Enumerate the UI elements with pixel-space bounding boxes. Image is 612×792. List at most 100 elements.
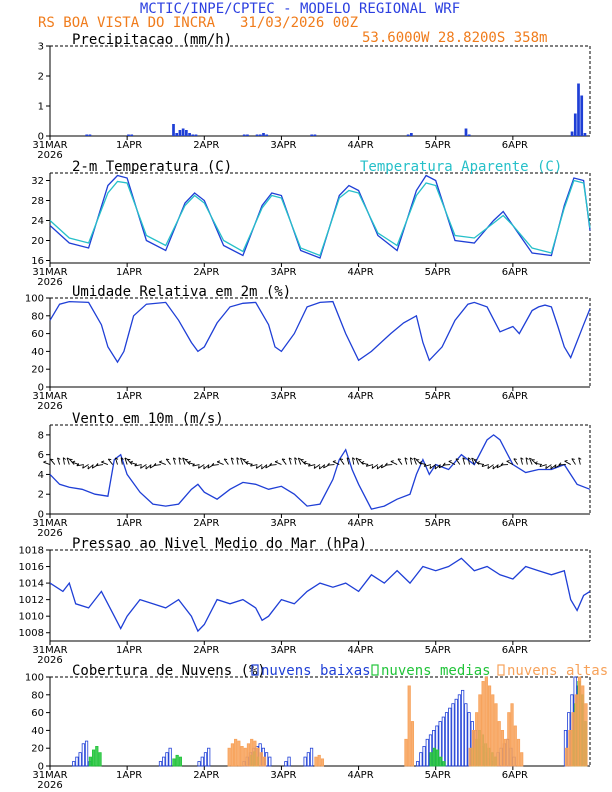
cloud-bar-2 bbox=[259, 752, 263, 767]
x-tick-label: 3APR bbox=[270, 391, 296, 402]
wind-barb-head bbox=[134, 463, 137, 467]
precip-bar bbox=[570, 131, 574, 136]
cloud-bar-0 bbox=[81, 743, 85, 767]
cloud-legend-swatch bbox=[371, 664, 379, 676]
wind-barb-head bbox=[76, 463, 80, 467]
cloud-bar-1 bbox=[439, 756, 443, 767]
x-tick-label: 1APR bbox=[116, 391, 142, 402]
wind-barb-head bbox=[332, 460, 336, 463]
precip-bar bbox=[242, 134, 246, 136]
wind-barb-head bbox=[245, 460, 249, 463]
cloud-bar-2 bbox=[500, 730, 505, 767]
wind-barb-head bbox=[404, 457, 408, 460]
wind-barb bbox=[192, 464, 200, 467]
panel-title: Pressao ao Nivel Medio do Mar (hPa) bbox=[72, 536, 367, 552]
wind-barb bbox=[76, 464, 84, 467]
cloud-bar-2 bbox=[246, 743, 251, 767]
wind-barb-head bbox=[197, 465, 200, 469]
precip-bar bbox=[580, 95, 584, 136]
precip-bar bbox=[178, 130, 182, 136]
wind-barb bbox=[471, 457, 475, 465]
cloud-bar-0 bbox=[457, 694, 462, 767]
cloud-bar-2 bbox=[317, 754, 321, 767]
wind-barb bbox=[250, 464, 258, 467]
cloud-bar-2 bbox=[584, 703, 588, 767]
wind-barb-head bbox=[178, 457, 182, 460]
cloud-bar-0 bbox=[306, 752, 310, 767]
x-tick-label: 2APR bbox=[193, 645, 219, 656]
y-tick-label: 0 bbox=[38, 510, 44, 521]
wind-barb bbox=[165, 458, 171, 465]
wind-barb-head bbox=[365, 463, 369, 467]
wind-barb bbox=[327, 464, 335, 466]
y-tick-label: 4 bbox=[38, 470, 44, 481]
cloud-bar-2 bbox=[520, 752, 524, 767]
cloud-bar-2 bbox=[481, 681, 485, 767]
series-line-pressao bbox=[49, 557, 591, 633]
header-run: 31/03/2026 00Z bbox=[240, 15, 358, 31]
x-tick-label: 31MAR bbox=[32, 391, 67, 402]
y-tick-label: 1008 bbox=[19, 628, 44, 639]
y-tick-label: 28 bbox=[31, 196, 44, 207]
cloud-legend-swatch bbox=[497, 664, 505, 676]
wind-barb bbox=[134, 464, 142, 467]
y-tick-label: 2 bbox=[38, 490, 44, 501]
wind-barb-head bbox=[506, 460, 510, 462]
wind-barb-head bbox=[423, 463, 427, 467]
wind-barb-head bbox=[558, 462, 562, 466]
wind-barb bbox=[66, 457, 70, 465]
cloud-bar-0 bbox=[425, 738, 429, 767]
cloud-bar-2 bbox=[516, 738, 521, 767]
cloud-bar-2 bbox=[581, 685, 585, 767]
x-tick-label: 4APR bbox=[347, 518, 373, 529]
wind-barb-head bbox=[101, 460, 105, 463]
cloud-legend-label: nuvens medias bbox=[381, 663, 491, 679]
cloud-bar-2 bbox=[574, 694, 578, 767]
wind-barb-head bbox=[72, 460, 76, 463]
wind-barb-head bbox=[153, 462, 157, 466]
y-tick-label: 40 bbox=[31, 347, 44, 358]
wind-barb-head bbox=[571, 458, 575, 460]
wind-barb-head bbox=[62, 457, 66, 460]
wind-barb bbox=[487, 464, 494, 469]
wind-barb bbox=[182, 457, 186, 465]
wind-barb bbox=[140, 464, 147, 469]
series-line-umidade-relativa bbox=[49, 300, 591, 364]
cloud-bar-0 bbox=[72, 761, 76, 767]
wind-barb-head bbox=[66, 457, 70, 460]
wind-barb-head bbox=[149, 465, 152, 469]
y-tick-label: 60 bbox=[31, 329, 44, 340]
y-tick-label: 1010 bbox=[19, 612, 44, 623]
precip-bar bbox=[262, 133, 265, 136]
wind-barb bbox=[172, 457, 176, 465]
panel-title: Cobertura de Nuvens (%) bbox=[72, 663, 266, 679]
y-tick-label: 80 bbox=[31, 311, 44, 322]
x-tick-label: 1APR bbox=[116, 645, 142, 656]
header-location: RS BOA VISTA DO INCRA bbox=[38, 15, 216, 31]
wind-barb bbox=[294, 457, 297, 465]
wind-barb bbox=[124, 457, 128, 465]
cloud-bar-2 bbox=[577, 676, 582, 767]
wind-barb bbox=[256, 464, 263, 469]
panel-title: Umidade Relativa em 2m (%) bbox=[72, 284, 291, 300]
wind-barb bbox=[339, 458, 345, 465]
wind-barb-head bbox=[442, 462, 446, 466]
wind-barb-head bbox=[224, 458, 228, 460]
wind-barb-head bbox=[129, 460, 134, 463]
x-tick-label: 4APR bbox=[347, 267, 373, 278]
wind-barb-head bbox=[274, 460, 279, 463]
wind-barb bbox=[242, 459, 249, 465]
cloud-bar-1 bbox=[435, 749, 440, 767]
cloud-bar-0 bbox=[197, 761, 201, 767]
wind-barb-head bbox=[554, 464, 557, 468]
cloud-legend-swatch bbox=[251, 664, 259, 676]
wind-barb bbox=[82, 464, 89, 469]
wind-barb bbox=[96, 464, 104, 467]
cloud-bar-2 bbox=[471, 730, 476, 767]
wind-barb-head bbox=[410, 457, 414, 460]
wind-barb bbox=[114, 457, 118, 465]
wind-barb-head bbox=[265, 465, 268, 469]
wind-barb-head bbox=[120, 457, 124, 460]
precip-bar bbox=[181, 128, 185, 136]
